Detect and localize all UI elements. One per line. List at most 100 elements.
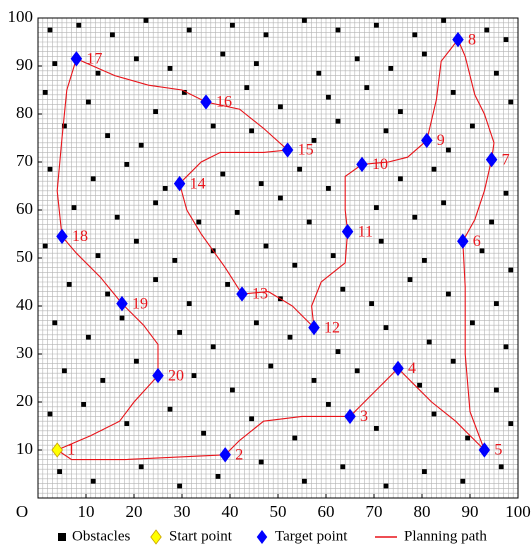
obstacle [263,243,269,249]
obstacle [508,267,514,273]
obstacle [292,262,298,268]
obstacle [340,464,346,470]
x-tick-label: 70 [366,502,383,521]
obstacle [422,469,427,474]
point-marker [392,360,404,377]
obstacle [81,402,86,407]
point-label: 4 [408,360,416,377]
legend-label: Start point [169,528,233,544]
y-tick-label: 10 [16,439,33,458]
obstacle [138,142,144,148]
obstacle [196,219,202,225]
x-tick-label: 60 [318,502,335,521]
obstacle [215,474,221,479]
point-marker [457,233,469,249]
legend-label: Obstacles [72,528,130,544]
point-marker [173,175,186,192]
obstacle [76,22,82,28]
y-tick-label: 30 [16,343,33,362]
obstacle [230,387,235,393]
obstacle [292,435,298,441]
obstacle [311,378,317,383]
obstacle [335,118,341,124]
obstacle [378,238,384,244]
obstacle [86,334,91,340]
point-marker [308,319,320,336]
point-marker [478,442,491,458]
obstacle [162,186,168,191]
obstacle [330,253,336,258]
obstacle [383,325,389,330]
obstacle [230,22,235,28]
y-tick-label: 50 [16,247,33,266]
obstacle [258,459,264,465]
obstacle [316,70,322,76]
obstacle [186,27,192,33]
point-label: 15 [298,142,314,159]
obstacle [297,166,302,172]
obstacle [62,368,67,374]
obstacle [210,344,216,350]
obstacle [42,90,48,95]
x-tick-label: 80 [414,502,431,521]
point-marker [51,442,63,458]
obstacle [210,123,216,129]
obstacle [90,176,96,182]
x-tick-label: 20 [126,502,143,521]
obstacle [90,478,96,484]
obstacle [326,186,331,191]
obstacle [498,464,504,470]
point-label: 10 [372,156,388,173]
x-tick-label: 10 [78,502,95,521]
obstacle [110,32,115,38]
obstacle [340,286,346,292]
planning-path [56,38,495,461]
obstacle [431,411,437,417]
obstacle [278,195,283,201]
obstacle [100,378,106,383]
obstacle [138,464,144,470]
point-marker [200,94,212,110]
obstacle [177,483,182,489]
obstacle [431,166,437,172]
obstacle [326,402,331,407]
obstacle [450,90,456,95]
point-label: 11 [358,223,373,240]
obstacle [383,128,389,134]
obstacle [234,210,240,215]
obstacle [42,243,48,249]
legend-start-swatch [150,529,162,545]
y-tick-label: 90 [16,55,33,74]
point-marker [219,447,231,463]
obstacle [47,166,53,172]
y-tick-label: 80 [16,103,33,122]
obstacle [153,109,158,114]
point-marker [152,367,164,384]
obstacle [494,301,499,306]
obstacle [326,94,331,100]
point-marker [485,151,498,168]
point-marker [341,223,354,240]
obstacle [398,109,403,114]
point-label: 17 [86,50,102,67]
obstacle [278,104,283,110]
x-tick-label: 90 [462,502,479,521]
obstacle [335,27,341,33]
obstacle [124,421,130,426]
legend-label: Target point [275,528,348,544]
obstacle [153,277,158,282]
obstacle [446,147,451,153]
obstacle [383,483,389,489]
obstacle [47,27,53,33]
obstacle [450,358,456,364]
obstacle [105,133,110,138]
obstacle [71,205,77,210]
obstacle [95,253,101,258]
obstacle [465,435,470,441]
y-tick-label: 70 [16,151,33,170]
obstacle [494,70,499,76]
obstacle [489,219,494,225]
y-tick-label: 20 [16,391,33,410]
y-tick-label: 40 [16,295,33,314]
